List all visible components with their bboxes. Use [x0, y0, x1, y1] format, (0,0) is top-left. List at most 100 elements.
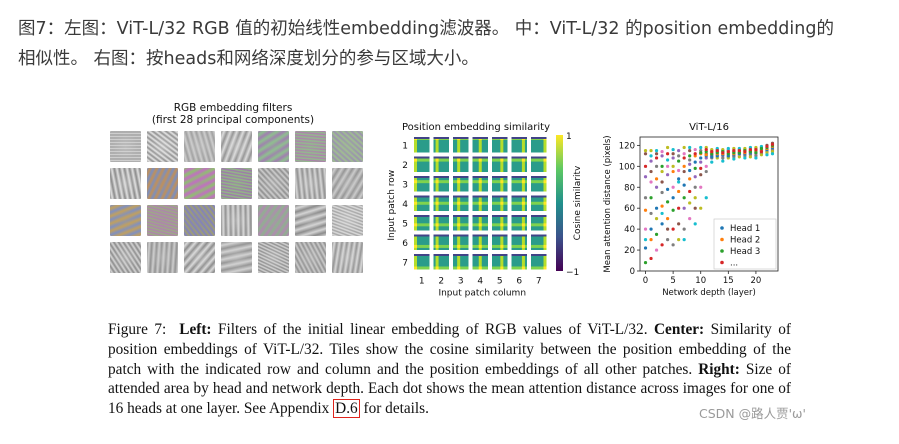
colorbar-tick-max: 1	[566, 132, 572, 142]
scatter-point	[666, 158, 670, 162]
scatter-point	[654, 152, 659, 156]
rgb-filter-tile	[110, 131, 141, 162]
scatter-point	[682, 196, 686, 200]
scatter-point	[643, 196, 648, 200]
scatter-point	[654, 248, 659, 252]
scatter-point	[660, 222, 664, 226]
heatmap-tile	[414, 234, 430, 250]
scatter-point	[671, 185, 675, 189]
heatmap-tile	[433, 215, 449, 231]
heatmap-tile	[531, 195, 547, 211]
scatter-y-label: Mean attention distance (pixels)	[603, 135, 613, 272]
heatmap-tile	[433, 176, 449, 192]
scatter-point	[671, 243, 675, 247]
heatmap-y-tick: 4	[402, 200, 408, 210]
heatmap-y-tick: 3	[402, 180, 408, 190]
heatmap-tile	[531, 156, 547, 172]
scatter-point	[649, 180, 653, 184]
scatter-point	[671, 169, 675, 174]
caption-left-text: Filters of the initial linear embedding …	[218, 321, 648, 338]
scatter-point	[660, 150, 664, 154]
legend-label: Head 1	[730, 224, 760, 234]
scatter-point	[754, 147, 758, 152]
scatter-y-tick: 60	[624, 204, 635, 214]
scatter-point	[759, 153, 764, 157]
rgb-filter-tile	[221, 242, 252, 273]
scatter-point	[693, 175, 697, 179]
rgb-filter-tile	[258, 242, 289, 273]
colorbar	[556, 135, 563, 271]
scatter-point	[688, 217, 692, 221]
rgb-filters-title-line-1: RGB embedding filters	[173, 102, 293, 114]
scatter-point	[693, 196, 697, 200]
scatter-point	[748, 147, 752, 152]
heatmap-tile	[511, 137, 527, 153]
scatter-point	[643, 261, 648, 265]
heatmap-y-tick: 2	[402, 161, 408, 171]
rgb-filter-tile	[147, 131, 178, 162]
scatter-point	[666, 200, 670, 204]
rgb-filter-tile	[184, 205, 215, 236]
legend-label: Head 3	[730, 247, 760, 257]
heatmap-tile	[414, 137, 430, 153]
heatmap-tile	[453, 156, 469, 172]
caption-right-text: Size of attended area by head and networ…	[108, 360, 791, 418]
caption-center-label: Center:	[654, 321, 705, 338]
heatmap-title: Position embedding similarity	[402, 122, 550, 133]
heatmap-x-tick: 7	[536, 277, 542, 287]
figure-description-zh: 图7：左图：ViT-L/32 RGB 值的初始线性embedding滤波器。 中…	[18, 14, 888, 74]
scatter-point	[743, 150, 747, 154]
scatter-point	[732, 157, 736, 161]
heatmap-tile	[453, 254, 469, 270]
caption-left-label: Left:	[179, 321, 212, 338]
scatter-point	[737, 149, 741, 153]
scatter-point	[643, 246, 648, 250]
scatter-point	[688, 177, 692, 181]
scatter-point	[693, 166, 697, 171]
heatmap-tile	[531, 137, 547, 153]
scatter-point	[710, 155, 714, 159]
scatter-point	[660, 169, 664, 174]
scatter-point	[666, 227, 670, 231]
scatter-point	[654, 232, 659, 236]
scatter-point	[666, 217, 670, 221]
rgb-filter-tile	[184, 242, 215, 273]
scatter-point	[649, 149, 653, 153]
heatmap-tile	[472, 156, 488, 172]
rgb-filter-tile	[295, 131, 326, 162]
scatter-point	[682, 237, 686, 242]
scatter-point	[688, 201, 692, 205]
scatter-point	[654, 217, 659, 221]
rgb-filter-tile	[295, 242, 326, 273]
scatter-point	[643, 149, 648, 153]
heatmap-x-tick: 2	[438, 277, 444, 287]
scatter-point	[688, 158, 692, 162]
scatter-point	[671, 152, 675, 156]
scatter-point	[649, 154, 653, 158]
heatmap-tile	[453, 215, 469, 231]
legend-marker	[720, 237, 724, 242]
scatter-point	[682, 227, 686, 231]
rgb-filter-tile	[332, 168, 363, 199]
heatmap-tile	[453, 234, 469, 250]
scatter-point	[688, 145, 692, 150]
scatter-point	[660, 204, 664, 208]
scatter-point	[654, 206, 659, 210]
rgb-filter-tile	[110, 205, 141, 236]
scatter-point	[682, 206, 686, 210]
scatter-y-tick: 20	[624, 246, 635, 256]
rgb-filter-tile	[295, 168, 326, 199]
rgb-filter-tile	[295, 205, 326, 236]
scatter-point	[688, 168, 692, 173]
scatter-point	[643, 237, 648, 242]
scatter-point	[660, 154, 664, 158]
scatter-point	[699, 173, 703, 177]
scatter-point	[671, 196, 675, 200]
appendix-link[interactable]: D.6	[333, 399, 360, 419]
legend-label: Head 2	[730, 236, 760, 246]
scatter-point	[754, 156, 758, 160]
scatter-point	[704, 153, 708, 157]
heatmap-tile	[414, 254, 430, 270]
scatter-point	[759, 150, 764, 154]
scatter-point	[699, 160, 703, 164]
